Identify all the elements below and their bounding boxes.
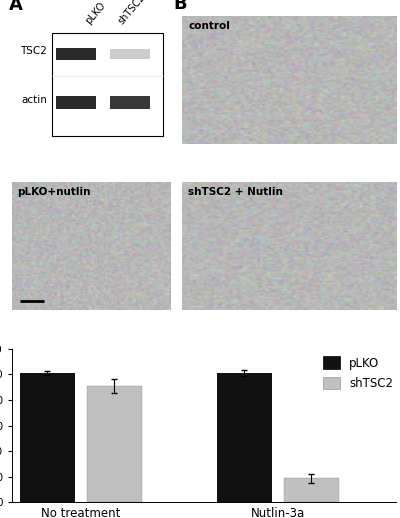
Bar	[56, 48, 96, 61]
Text: shTSC2 + Nutlin: shTSC2 + Nutlin	[188, 187, 283, 197]
Text: A: A	[9, 0, 23, 15]
Bar	[20, 373, 75, 502]
Bar	[56, 96, 96, 109]
Bar	[217, 373, 272, 502]
Bar	[284, 478, 339, 502]
Bar	[110, 96, 150, 109]
Bar	[87, 386, 142, 502]
Text: TSC2: TSC2	[20, 47, 47, 56]
Text: shTSC2: shTSC2	[117, 0, 148, 26]
Bar	[110, 49, 150, 59]
Text: B: B	[173, 0, 187, 13]
Text: pLKO: pLKO	[83, 0, 107, 26]
Text: actin: actin	[21, 95, 47, 105]
Legend: pLKO, shTSC2: pLKO, shTSC2	[318, 351, 398, 395]
Text: pLKO+nutlin: pLKO+nutlin	[17, 187, 90, 197]
Text: control: control	[188, 21, 230, 31]
Bar	[52, 34, 163, 136]
